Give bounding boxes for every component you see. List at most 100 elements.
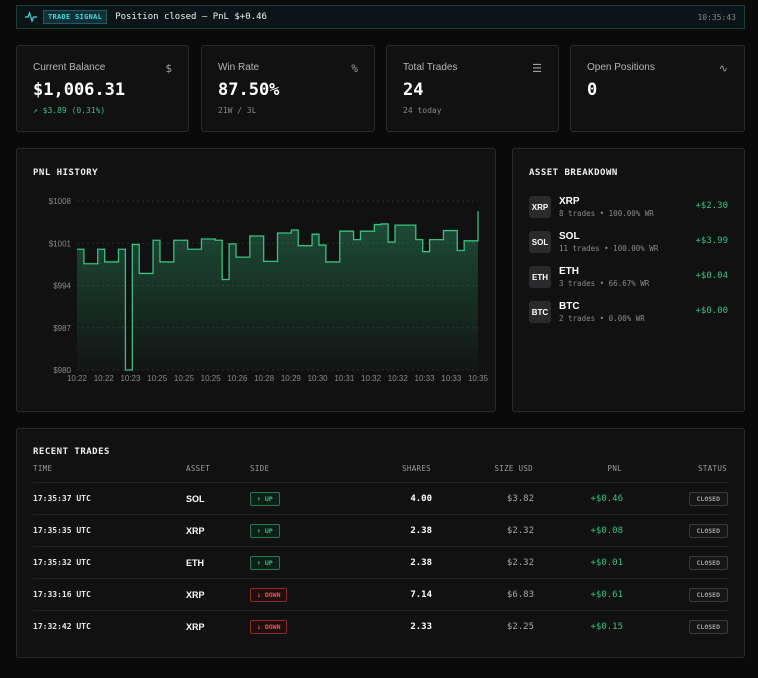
- trade-time: 17:33:16 UTC: [33, 590, 91, 599]
- asset-meta: 3 trades • 66.67% WR: [559, 279, 650, 288]
- trade-shares: 2.38: [410, 526, 432, 536]
- table-row[interactable]: 17:32:42 UTC XRP ↓ DOWN 2.33 $2.25 +$0.1…: [33, 610, 728, 642]
- table-row[interactable]: 17:35:32 UTC ETH ↑ UP 2.38 $2.32 +$0.01 …: [33, 546, 728, 578]
- pnl-line: [77, 211, 479, 371]
- signal-time: 10:35:43: [697, 12, 736, 22]
- asset-name: BTC: [559, 301, 580, 312]
- header-pnl: PNL: [607, 464, 622, 473]
- trade-asset: XRP: [186, 622, 205, 632]
- trade-shares: 7.14: [410, 590, 432, 600]
- dollar-icon: $: [165, 62, 172, 75]
- table-row[interactable]: 17:35:37 UTC SOL ↑ UP 4.00 $3.82 +$0.46 …: [33, 482, 728, 514]
- list-icon: ☰: [532, 62, 542, 75]
- trade-size: $3.82: [506, 494, 534, 504]
- y-tick-label: $980: [53, 366, 71, 375]
- stat-card-total-trades: Total Trades ☰ 24 24 today: [386, 45, 559, 132]
- table-row[interactable]: 17:33:16 UTC XRP ↓ DOWN 7.14 $6.83 +$0.6…: [33, 578, 728, 610]
- x-tick-label: 10:33: [415, 374, 436, 383]
- x-tick-label: 10:26: [227, 374, 248, 383]
- trade-shares: 2.33: [410, 622, 432, 632]
- trade-time: 17:35:32 UTC: [33, 558, 91, 567]
- recent-trades-title: RECENT TRADES: [33, 447, 110, 457]
- x-tick-label: 10:29: [281, 374, 302, 383]
- pnl-history-title: PNL HISTORY: [33, 168, 99, 178]
- signal-tag: TRADE SIGNAL: [43, 10, 108, 24]
- asset-meta: 2 trades • 0.00% WR: [559, 314, 645, 323]
- percent-icon: %: [351, 62, 358, 75]
- asset-pnl: +$3.99: [695, 236, 728, 246]
- header-size: SIZE USD: [494, 464, 533, 473]
- stat-change: ↗ $3.89 (0.31%): [33, 106, 106, 115]
- asset-breakdown-panel: ASSET BREAKDOWN XRP XRP 8 trades • 100.0…: [512, 148, 745, 412]
- pulse-icon: [25, 11, 37, 23]
- asset-breakdown-title: ASSET BREAKDOWN: [529, 168, 618, 178]
- status-badge: CLOSED: [688, 556, 728, 570]
- header-status: STATUS: [698, 464, 727, 473]
- asset-badge: XRP: [529, 196, 551, 218]
- trade-size: $2.32: [506, 526, 534, 536]
- y-tick-label: $987: [53, 324, 71, 333]
- trade-time: 17:35:35 UTC: [33, 526, 91, 535]
- x-tick-label: 10:32: [388, 374, 409, 383]
- asset-badge: SOL: [529, 231, 551, 253]
- x-tick-label: 10:33: [441, 374, 462, 383]
- status-badge: CLOSED: [688, 524, 728, 538]
- trade-pnl: +$0.15: [590, 622, 623, 632]
- trade-asset: SOL: [186, 494, 205, 504]
- stat-label: Total Trades: [403, 62, 458, 73]
- stat-value: 87.50%: [218, 80, 280, 100]
- x-tick-label: 10:22: [94, 374, 115, 383]
- side-badge: ↓ DOWN: [250, 588, 288, 602]
- trade-size: $2.32: [506, 558, 534, 568]
- trade-shares: 4.00: [410, 494, 432, 504]
- trade-asset: XRP: [186, 590, 205, 600]
- x-tick-label: 10:31: [334, 374, 355, 383]
- activity-icon: ∿: [718, 62, 728, 75]
- status-badge: CLOSED: [688, 588, 728, 602]
- trade-pnl: +$0.61: [590, 590, 623, 600]
- pnl-area: [77, 211, 478, 370]
- status-badge: CLOSED: [688, 620, 728, 634]
- side-badge: ↓ DOWN: [250, 620, 288, 634]
- asset-badge: BTC: [529, 301, 551, 323]
- stat-card-balance: Current Balance $ $1,006.31 ↗ $3.89 (0.3…: [16, 45, 189, 132]
- asset-row-btc: BTC BTC 2 trades • 0.00% WR +$0.00: [529, 301, 728, 325]
- trade-pnl: +$0.01: [590, 558, 623, 568]
- trade-size: $2.25: [506, 622, 534, 632]
- stat-value: $1,006.31: [33, 80, 126, 100]
- x-tick-label: 10:25: [147, 374, 168, 383]
- pnl-history-panel: PNL HISTORY $1008 $1001 $994 $987 $980 10:22 1…: [16, 148, 496, 412]
- trade-shares: 2.38: [410, 558, 432, 568]
- y-tick-label: $1001: [49, 239, 72, 248]
- asset-row-xrp: XRP XRP 8 trades • 100.00% WR +$2.30: [529, 196, 728, 220]
- stat-label: Win Rate: [218, 62, 260, 73]
- trade-signal-banner: TRADE SIGNAL Position closed — PnL $+0.4…: [16, 5, 745, 29]
- x-tick-label: 10:30: [308, 374, 329, 383]
- trade-asset: ETH: [186, 558, 204, 568]
- asset-row-eth: ETH ETH 3 trades • 66.67% WR +$0.04: [529, 266, 728, 290]
- header-asset: ASSET: [186, 464, 211, 473]
- y-tick-label: $994: [53, 282, 71, 291]
- x-tick-label: 10:32: [361, 374, 382, 383]
- asset-badge: ETH: [529, 266, 551, 288]
- x-tick-label: 10:23: [120, 374, 141, 383]
- header-shares: SHARES: [402, 464, 431, 473]
- stat-sub: 21W / 3L: [218, 106, 257, 115]
- side-badge: ↑ UP: [250, 524, 280, 538]
- trade-pnl: +$0.08: [590, 526, 623, 536]
- stat-label: Current Balance: [33, 62, 106, 73]
- asset-name: SOL: [559, 231, 580, 242]
- asset-row-sol: SOL SOL 11 trades • 100.00% WR +$3.99: [529, 231, 728, 255]
- asset-pnl: +$0.00: [695, 306, 728, 316]
- asset-meta: 8 trades • 100.00% WR: [559, 209, 654, 218]
- x-tick-label: 10:25: [201, 374, 222, 383]
- table-row[interactable]: 17:35:35 UTC XRP ↑ UP 2.38 $2.32 +$0.08 …: [33, 514, 728, 546]
- trade-size: $6.83: [506, 590, 534, 600]
- x-tick-label: 10:28: [254, 374, 275, 383]
- y-tick-label: $1008: [49, 197, 72, 206]
- stat-label: Open Positions: [587, 62, 655, 73]
- asset-name: XRP: [559, 196, 580, 207]
- asset-meta: 11 trades • 100.00% WR: [559, 244, 659, 253]
- side-badge: ↑ UP: [250, 492, 280, 506]
